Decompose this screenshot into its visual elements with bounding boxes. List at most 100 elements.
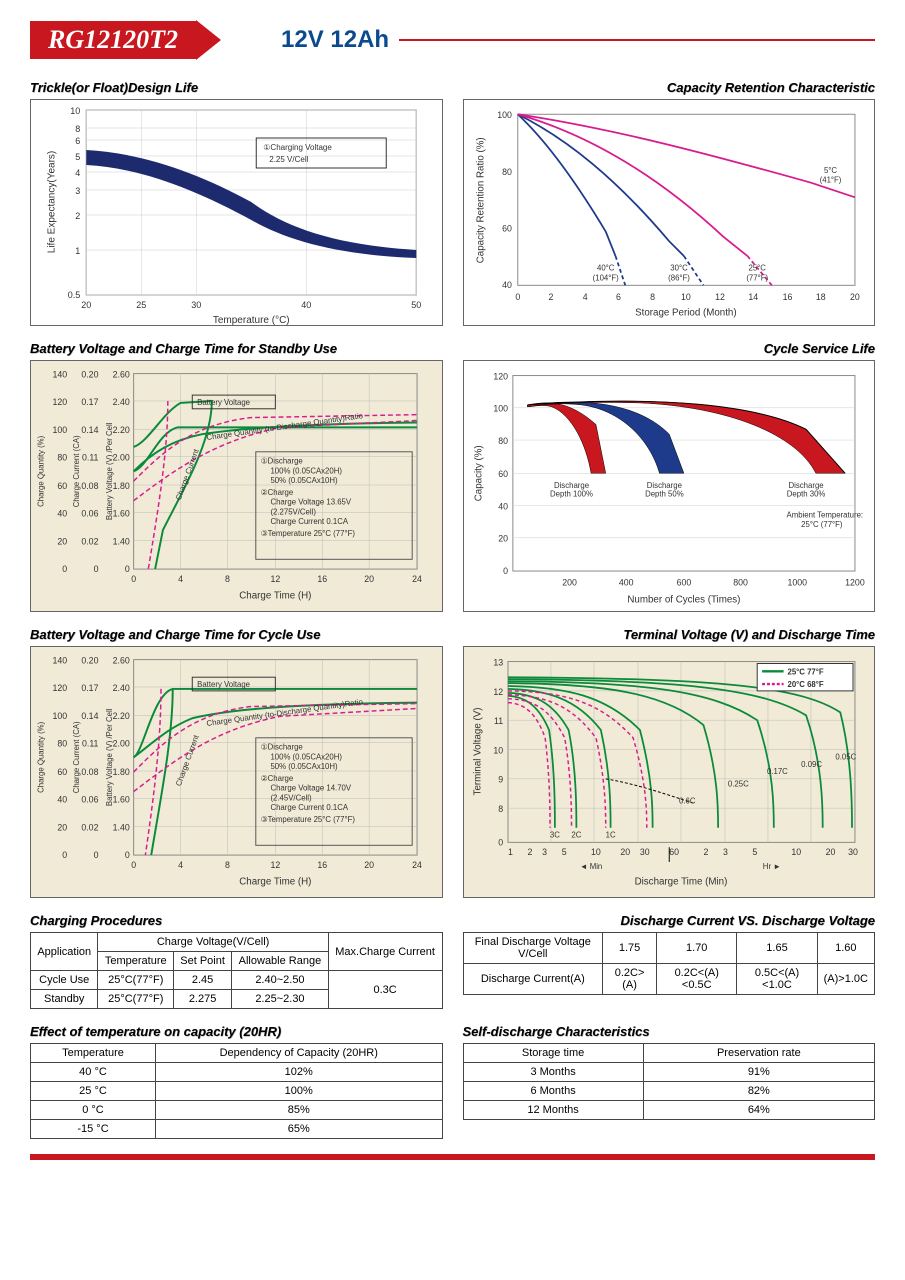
svg-text:11: 11 [493, 716, 502, 726]
svg-text:5: 5 [75, 152, 80, 162]
svg-text:40: 40 [57, 508, 67, 518]
svg-text:40: 40 [498, 501, 508, 511]
svg-text:①Discharge: ①Discharge [261, 743, 303, 752]
svg-text:100: 100 [53, 425, 68, 435]
svg-text:20°C 68°F: 20°C 68°F [787, 680, 823, 689]
svg-text:9: 9 [498, 775, 503, 785]
svg-text:2.20: 2.20 [113, 711, 130, 721]
svg-text:2.60: 2.60 [113, 656, 130, 666]
svg-text:Depth 30%: Depth 30% [786, 490, 825, 499]
svg-text:0: 0 [498, 837, 503, 847]
svg-text:2: 2 [75, 211, 80, 221]
svg-text:0.14: 0.14 [81, 425, 98, 435]
svg-text:Capacity Retention Ratio (%): Capacity Retention Ratio (%) [475, 137, 486, 263]
svg-text:80: 80 [502, 167, 512, 177]
badge-arrow [196, 20, 221, 60]
table3-title: Effect of temperature on capacity (20HR) [30, 1024, 443, 1039]
svg-text:10: 10 [70, 106, 80, 116]
svg-text:100: 100 [493, 404, 508, 414]
svg-text:1.40: 1.40 [113, 823, 130, 833]
chart4-title: Cycle Service Life [463, 341, 876, 356]
table2-title: Discharge Current VS. Discharge Voltage [463, 913, 876, 928]
svg-text:40: 40 [301, 300, 311, 310]
svg-text:12: 12 [270, 574, 280, 584]
svg-text:20: 20 [825, 847, 835, 857]
svg-text:0.11: 0.11 [82, 739, 99, 749]
svg-text:25°C: 25°C [748, 264, 766, 273]
svg-text:Number of Cycles (Times): Number of Cycles (Times) [627, 594, 740, 605]
model-badge: RG12120T2 [30, 21, 196, 59]
chart2-title: Capacity Retention Characteristic [463, 80, 876, 95]
svg-text:60: 60 [57, 481, 67, 491]
svg-text:50% (0.05CAx10H): 50% (0.05CAx10H) [270, 476, 338, 485]
svg-text:8: 8 [75, 124, 80, 134]
svg-text:2.20: 2.20 [113, 425, 130, 435]
svg-text:120: 120 [53, 683, 68, 693]
svg-text:10: 10 [591, 847, 601, 857]
svg-text:3: 3 [75, 186, 80, 196]
chart6-svg: 3C 2C 1C 0.6C 0.25C 0.17C 0.09C 0.05C 25… [464, 647, 875, 897]
svg-text:2: 2 [527, 847, 532, 857]
svg-text:0.08: 0.08 [81, 481, 98, 491]
svg-text:13: 13 [493, 657, 503, 667]
svg-text:10: 10 [791, 847, 801, 857]
product-spec: 12V 12Ah [281, 26, 389, 54]
svg-text:30°C: 30°C [670, 264, 688, 273]
svg-text:4: 4 [75, 168, 80, 178]
svg-text:1C: 1C [605, 830, 615, 839]
chart-terminal-voltage: Terminal Voltage (V) and Discharge Time [463, 627, 876, 898]
table3: TemperatureDependency of Capacity (20HR)… [30, 1043, 443, 1139]
svg-text:Discharge: Discharge [553, 481, 588, 490]
svg-text:30: 30 [848, 847, 858, 857]
svg-text:2.00: 2.00 [113, 453, 130, 463]
svg-text:②Charge: ②Charge [261, 488, 294, 497]
svg-text:0.17: 0.17 [81, 397, 98, 407]
chart2-svg: 40°C(104°F) 30°C(86°F) 25°C(77°F) 5°C(41… [464, 100, 875, 325]
footer-rule [30, 1154, 875, 1160]
svg-text:80: 80 [498, 436, 508, 446]
svg-text:40°C: 40°C [597, 264, 615, 273]
svg-text:(104°F): (104°F) [592, 273, 618, 282]
svg-text:Depth 50%: Depth 50% [645, 490, 684, 499]
svg-text:(2.45V/Cell): (2.45V/Cell) [270, 793, 312, 802]
svg-text:80: 80 [57, 739, 67, 749]
svg-text:0: 0 [62, 564, 67, 574]
svg-text:1: 1 [507, 847, 512, 857]
svg-text:Capacity (%): Capacity (%) [473, 445, 484, 501]
svg-text:0.05C: 0.05C [835, 752, 856, 761]
svg-text:50: 50 [411, 300, 421, 310]
svg-text:16: 16 [317, 860, 327, 870]
svg-text:60: 60 [669, 847, 679, 857]
svg-text:40: 40 [502, 280, 512, 290]
svg-text:5: 5 [752, 847, 757, 857]
svg-text:Charge Current 0.1CA: Charge Current 0.1CA [270, 517, 348, 526]
svg-text:①Discharge: ①Discharge [261, 457, 303, 466]
svg-text:16: 16 [317, 574, 327, 584]
svg-text:60: 60 [502, 224, 512, 234]
header-rule [399, 39, 875, 41]
svg-text:24: 24 [412, 860, 422, 870]
chart6-title: Terminal Voltage (V) and Discharge Time [463, 627, 876, 642]
svg-text:0.06: 0.06 [81, 794, 98, 804]
svg-text:Terminal Voltage (V): Terminal Voltage (V) [472, 708, 483, 796]
table2: Final Discharge Voltage V/Cell1.751.701.… [463, 932, 876, 995]
svg-text:8: 8 [225, 860, 230, 870]
svg-text:Battery Voltage (V) /Per Cell: Battery Voltage (V) /Per Cell [105, 708, 114, 806]
svg-text:0.6C: 0.6C [679, 796, 696, 805]
svg-text:0.17C: 0.17C [766, 767, 787, 776]
svg-text:80: 80 [57, 453, 67, 463]
svg-text:30: 30 [191, 300, 201, 310]
svg-text:0: 0 [503, 566, 508, 576]
svg-text:Discharge: Discharge [788, 481, 823, 490]
svg-text:0.17: 0.17 [81, 683, 98, 693]
svg-text:16: 16 [782, 292, 792, 302]
svg-text:3C: 3C [549, 830, 559, 839]
svg-text:20: 20 [57, 537, 67, 547]
svg-text:25°C (77°F): 25°C (77°F) [801, 520, 843, 529]
svg-text:1.60: 1.60 [113, 794, 130, 804]
svg-text:Charge Quantity (%): Charge Quantity (%) [37, 435, 46, 506]
svg-text:(86°F): (86°F) [668, 273, 690, 282]
svg-text:0.20: 0.20 [81, 656, 98, 666]
table1-title: Charging Procedures [30, 913, 443, 928]
svg-text:0.09C: 0.09C [801, 760, 822, 769]
